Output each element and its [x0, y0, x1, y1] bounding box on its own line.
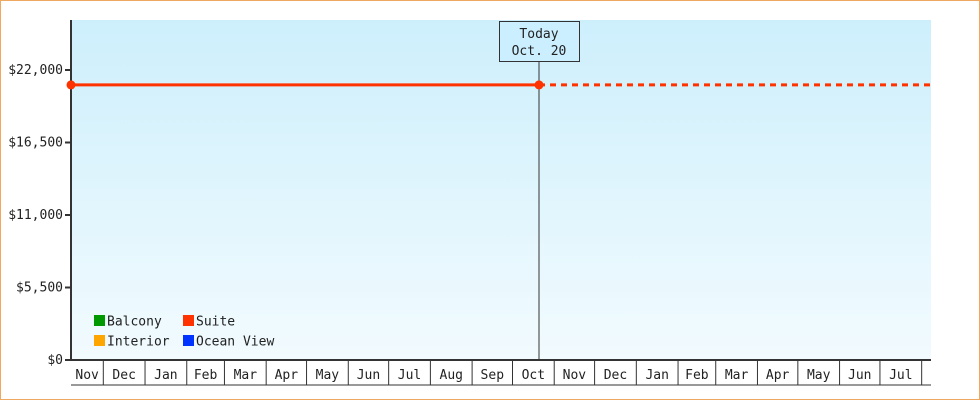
y-tick-label: $11,000 — [8, 208, 63, 223]
today-label: Today — [519, 27, 558, 42]
y-tick-label: $22,000 — [8, 63, 63, 78]
x-tick-label: Jun — [848, 368, 871, 383]
suite-point — [534, 80, 544, 90]
x-tick-label: Sep — [481, 368, 505, 383]
legend-label: Balcony — [107, 315, 162, 330]
x-tick-label: May — [316, 368, 340, 383]
legend-swatch — [183, 315, 194, 326]
x-tick-label: Jul — [398, 368, 421, 383]
legend-swatch — [183, 335, 194, 346]
legend-label: Suite — [196, 315, 235, 330]
x-tick-label: Nov — [75, 368, 99, 383]
y-tick-label: $0 — [47, 353, 63, 368]
x-tick-label: Mar — [234, 368, 258, 383]
suite-point — [66, 80, 76, 90]
x-tick-label: Aug — [440, 368, 463, 383]
x-tick-label: Jan — [645, 368, 668, 383]
legend-label: Interior — [107, 335, 170, 350]
x-tick-label: Apr — [275, 368, 299, 383]
x-tick-label: Mar — [725, 368, 749, 383]
x-tick-label: Feb — [685, 368, 709, 383]
today-date: Oct. 20 — [512, 44, 567, 59]
today-box — [499, 21, 580, 62]
y-tick-label: $16,500 — [8, 136, 63, 151]
x-tick-label: Apr — [766, 368, 790, 383]
x-tick-label: Dec — [604, 368, 627, 383]
legend-swatch — [94, 335, 105, 346]
x-tick-label: Jul — [889, 368, 912, 383]
legend-label: Ocean View — [196, 335, 274, 350]
x-tick-label: Jan — [154, 368, 177, 383]
y-tick-label: $5,500 — [16, 281, 63, 296]
x-tick-label: Nov — [563, 368, 587, 383]
x-tick-label: Oct — [522, 368, 545, 383]
plot-area — [71, 20, 931, 360]
x-tick-label: Dec — [112, 368, 135, 383]
legend-swatch — [94, 315, 105, 326]
x-tick-label: Jun — [357, 368, 380, 383]
x-tick-label: Feb — [194, 368, 218, 383]
x-tick-label: May — [807, 368, 831, 383]
